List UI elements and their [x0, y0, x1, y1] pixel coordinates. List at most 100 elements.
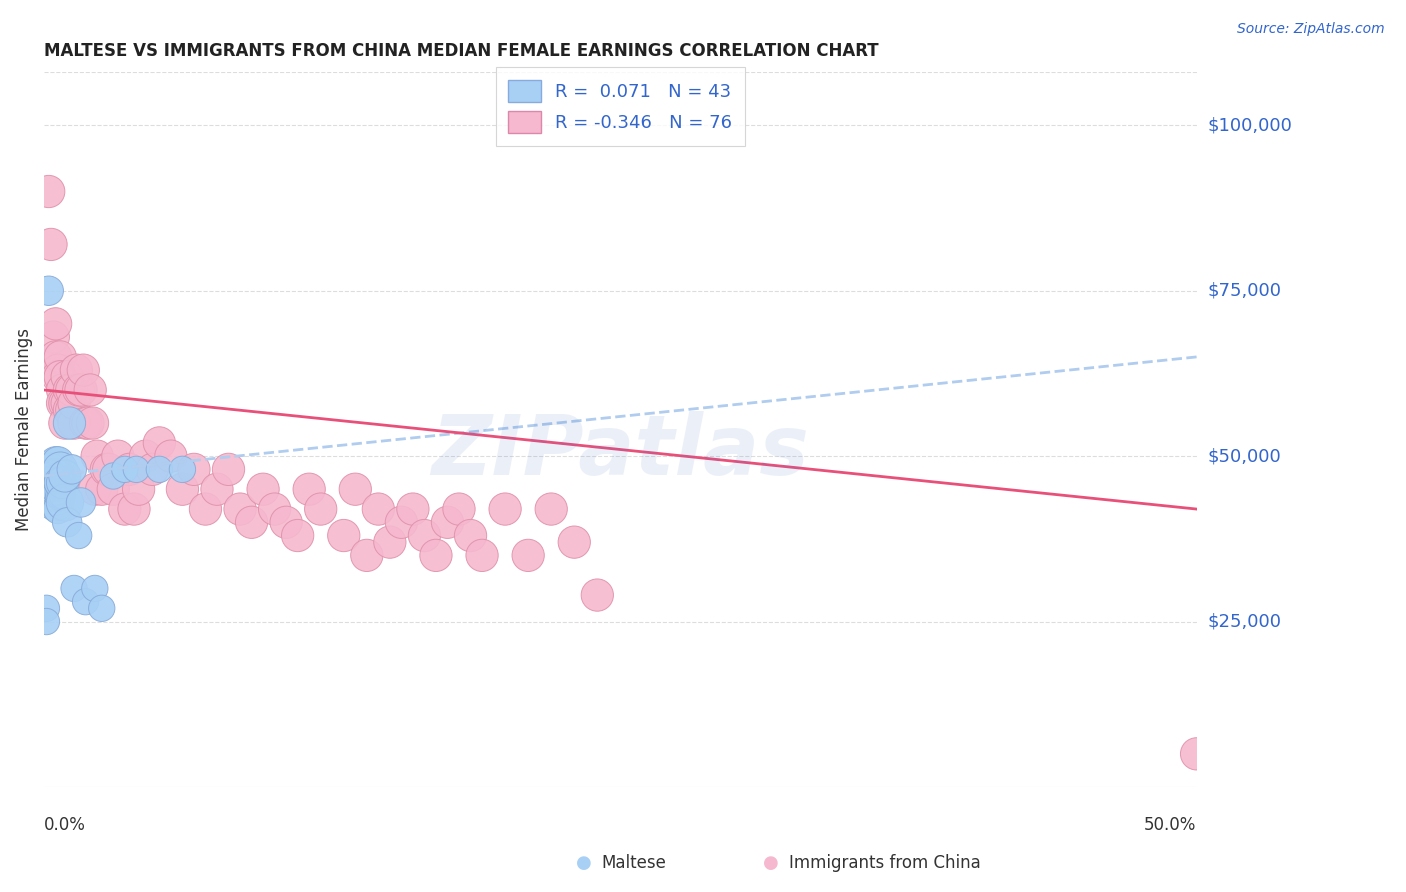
Text: 50.0%: 50.0%	[1144, 815, 1197, 833]
Point	[60, 462, 83, 476]
Text: 0.0%: 0.0%	[44, 815, 86, 833]
Point	[53, 495, 76, 509]
Point	[77, 416, 100, 430]
Point	[56, 396, 79, 410]
Point	[58, 383, 80, 397]
Point	[135, 449, 157, 463]
Point	[42, 489, 65, 503]
Point	[128, 482, 150, 496]
Text: $50,000: $50,000	[1208, 447, 1281, 465]
Point	[402, 502, 425, 516]
Point	[172, 482, 194, 496]
Point	[53, 396, 76, 410]
Point	[90, 601, 112, 615]
Point	[53, 416, 76, 430]
Point	[494, 502, 516, 516]
Point	[49, 350, 72, 364]
Point	[65, 363, 87, 377]
Point	[141, 462, 163, 476]
Point	[83, 582, 105, 596]
Point	[309, 502, 332, 516]
Point	[67, 383, 90, 397]
Text: $75,000: $75,000	[1208, 282, 1282, 300]
Point	[58, 416, 80, 430]
Point	[38, 284, 60, 298]
Point	[263, 502, 285, 516]
Point	[114, 462, 136, 476]
Point	[194, 502, 217, 516]
Point	[90, 482, 112, 496]
Point	[160, 449, 183, 463]
Point	[276, 516, 298, 530]
Point	[46, 369, 69, 384]
Point	[287, 528, 309, 542]
Point	[79, 383, 101, 397]
Point	[540, 502, 562, 516]
Point	[83, 482, 105, 496]
Point	[60, 402, 83, 417]
Point	[42, 475, 65, 490]
Point	[70, 383, 93, 397]
Point	[46, 502, 69, 516]
Point	[298, 482, 321, 496]
Point	[72, 363, 94, 377]
Point	[114, 502, 136, 516]
Point	[586, 588, 609, 602]
Point	[63, 396, 86, 410]
Point	[51, 475, 73, 490]
Point	[356, 549, 378, 563]
Text: ●: ●	[762, 855, 779, 872]
Point	[60, 383, 83, 397]
Point	[53, 469, 76, 483]
Point	[460, 528, 482, 542]
Point	[45, 317, 67, 331]
Point	[122, 502, 145, 516]
Point	[96, 462, 118, 476]
Point	[425, 549, 447, 563]
Point	[35, 615, 58, 629]
Point	[39, 462, 62, 476]
Point	[86, 449, 108, 463]
Point	[39, 475, 62, 490]
Text: Immigrants from China: Immigrants from China	[789, 855, 980, 872]
Point	[49, 489, 72, 503]
Point	[107, 449, 129, 463]
Point	[46, 469, 69, 483]
Point	[56, 516, 79, 530]
Point	[49, 462, 72, 476]
Text: MALTESE VS IMMIGRANTS FROM CHINA MEDIAN FEMALE EARNINGS CORRELATION CHART: MALTESE VS IMMIGRANTS FROM CHINA MEDIAN …	[44, 42, 879, 60]
Y-axis label: Median Female Earnings: Median Female Earnings	[15, 328, 32, 531]
Point	[367, 502, 389, 516]
Point	[97, 462, 120, 476]
Point	[517, 549, 540, 563]
Point	[103, 469, 125, 483]
Point	[562, 535, 585, 549]
Point	[58, 402, 80, 417]
Point	[39, 469, 62, 483]
Text: ●: ●	[575, 855, 592, 872]
Point	[45, 482, 67, 496]
Point	[389, 516, 412, 530]
Point	[218, 462, 240, 476]
Point	[75, 416, 97, 430]
Point	[447, 502, 470, 516]
Point	[39, 237, 62, 252]
Point	[39, 489, 62, 503]
Point	[82, 416, 104, 430]
Point	[471, 549, 494, 563]
Point	[42, 462, 65, 476]
Point	[49, 489, 72, 503]
Legend: R =  0.071   N = 43, R = -0.346   N = 76: R = 0.071 N = 43, R = -0.346 N = 76	[496, 67, 745, 145]
Text: Source: ZipAtlas.com: Source: ZipAtlas.com	[1237, 22, 1385, 37]
Point	[49, 475, 72, 490]
Point	[63, 582, 86, 596]
Point	[125, 462, 148, 476]
Point	[63, 416, 86, 430]
Point	[70, 495, 93, 509]
Point	[38, 185, 60, 199]
Point	[378, 535, 401, 549]
Point	[51, 396, 73, 410]
Point	[45, 456, 67, 470]
Point	[42, 330, 65, 344]
Point	[1185, 747, 1208, 761]
